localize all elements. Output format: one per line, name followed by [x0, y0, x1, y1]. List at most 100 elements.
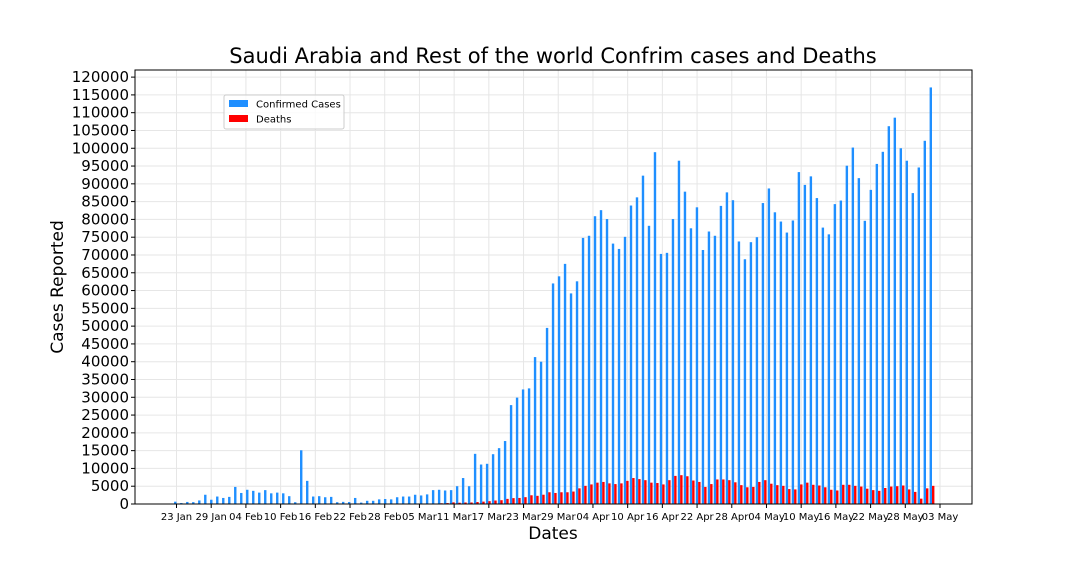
- y-tick-label: 60000: [81, 282, 129, 300]
- bar-confirmed: [563, 263, 567, 504]
- x-tick-label: 11 Mar: [437, 512, 473, 523]
- y-tick-label: 40000: [81, 353, 129, 371]
- bar-deaths: [836, 490, 839, 504]
- bar-confirmed: [503, 441, 507, 504]
- bar-deaths: [560, 492, 563, 504]
- y-tick-label: 30000: [81, 388, 129, 406]
- bar-confirmed: [461, 478, 465, 504]
- bar-confirmed: [659, 253, 663, 504]
- bar-confirmed: [767, 188, 771, 504]
- bar-confirmed: [192, 502, 195, 504]
- bars: [174, 87, 935, 505]
- bar-deaths: [770, 483, 773, 504]
- bar-confirmed: [335, 502, 339, 504]
- y-tick-label: 115000: [72, 86, 129, 104]
- bar-confirmed: [929, 87, 932, 504]
- bar-confirmed: [276, 492, 279, 504]
- bar-deaths: [512, 498, 515, 504]
- bar-confirmed: [240, 492, 243, 504]
- bar-confirmed: [252, 490, 255, 504]
- bar-deaths: [626, 480, 629, 504]
- x-tick-label: 22 Apr: [680, 512, 714, 523]
- bar-confirmed: [258, 492, 261, 504]
- plot-frame: [134, 69, 973, 505]
- bar-deaths: [926, 488, 929, 504]
- bar-deaths: [902, 485, 905, 504]
- x-tick-label: 28 Feb: [368, 512, 402, 523]
- bar-confirmed: [377, 499, 381, 504]
- bar-deaths: [590, 484, 593, 504]
- bar-confirmed: [497, 448, 501, 504]
- y-axis: 0500010000150002000025000300003500040000…: [72, 68, 135, 513]
- bar-deaths: [782, 485, 785, 504]
- x-tick-label: 22 May: [852, 512, 889, 523]
- y-tick-label: 85000: [81, 193, 129, 211]
- bar-confirmed: [863, 220, 867, 504]
- y-tick-label: 110000: [72, 104, 129, 122]
- bar-confirmed: [617, 248, 621, 504]
- bar-confirmed: [359, 502, 363, 504]
- x-tick-label: 05 Mar: [402, 512, 438, 523]
- bar-deaths: [908, 489, 911, 504]
- bar-deaths: [554, 492, 557, 504]
- bar-deaths: [794, 489, 797, 504]
- bar-deaths: [572, 491, 575, 504]
- bar-confirmed: [599, 210, 603, 505]
- y-tick-label: 20000: [81, 424, 129, 442]
- bar-confirmed: [911, 193, 915, 504]
- y-tick-label: 100000: [72, 139, 129, 157]
- y-tick-label: 80000: [81, 210, 129, 228]
- x-tick-label: 16 Apr: [646, 512, 680, 523]
- bar-deaths: [788, 489, 791, 504]
- bar-deaths: [662, 484, 665, 504]
- bar-deaths: [638, 479, 641, 504]
- bar-confirmed: [845, 165, 849, 505]
- bar-confirmed: [791, 220, 795, 504]
- bar-deaths: [710, 484, 713, 504]
- bar-deaths: [818, 485, 821, 504]
- legend-box: [223, 94, 345, 130]
- bar-confirmed: [246, 489, 249, 504]
- bar-confirmed: [905, 160, 909, 504]
- bar-deaths: [452, 502, 455, 504]
- bar-confirmed: [551, 283, 555, 504]
- bar-confirmed: [833, 204, 837, 505]
- bar-deaths: [824, 487, 827, 504]
- bar-deaths: [518, 497, 521, 504]
- bar-deaths: [812, 484, 815, 504]
- bar-deaths: [752, 486, 755, 504]
- x-tick-label: 16 Feb: [299, 512, 333, 523]
- legend-swatch-deaths: [229, 115, 248, 122]
- x-tick-label: 23 Mar: [506, 512, 542, 523]
- bar-confirmed: [407, 496, 411, 504]
- bar-deaths: [866, 488, 869, 504]
- y-tick-label: 70000: [81, 246, 129, 264]
- bar-deaths: [680, 475, 683, 504]
- bar-deaths: [848, 484, 851, 504]
- bar-confirmed: [473, 453, 477, 504]
- bar-confirmed: [683, 191, 687, 504]
- bar-confirmed: [761, 203, 765, 504]
- bar-deaths: [920, 498, 923, 504]
- bar-deaths: [842, 484, 845, 504]
- bar-confirmed: [485, 463, 489, 504]
- bar-deaths: [488, 501, 491, 504]
- x-tick-label: 22 Feb: [333, 512, 367, 523]
- bar-confirmed: [629, 205, 633, 504]
- bar-confirmed: [174, 501, 177, 504]
- x-tick-label: 23 Jan: [161, 512, 192, 523]
- bar-deaths: [542, 494, 545, 504]
- bar-deaths: [476, 502, 479, 504]
- bar-deaths: [536, 495, 539, 504]
- bar-confirmed: [773, 212, 777, 504]
- bar-confirmed: [312, 496, 315, 504]
- bar-deaths: [698, 481, 701, 504]
- bar-confirmed: [677, 160, 681, 504]
- bar-deaths: [686, 476, 689, 504]
- bar-confirmed: [533, 357, 537, 504]
- bar-deaths: [776, 485, 779, 504]
- bar-confirmed: [389, 499, 393, 504]
- bar-confirmed: [401, 496, 405, 504]
- bar-confirmed: [288, 496, 291, 504]
- bar-confirmed: [587, 235, 591, 504]
